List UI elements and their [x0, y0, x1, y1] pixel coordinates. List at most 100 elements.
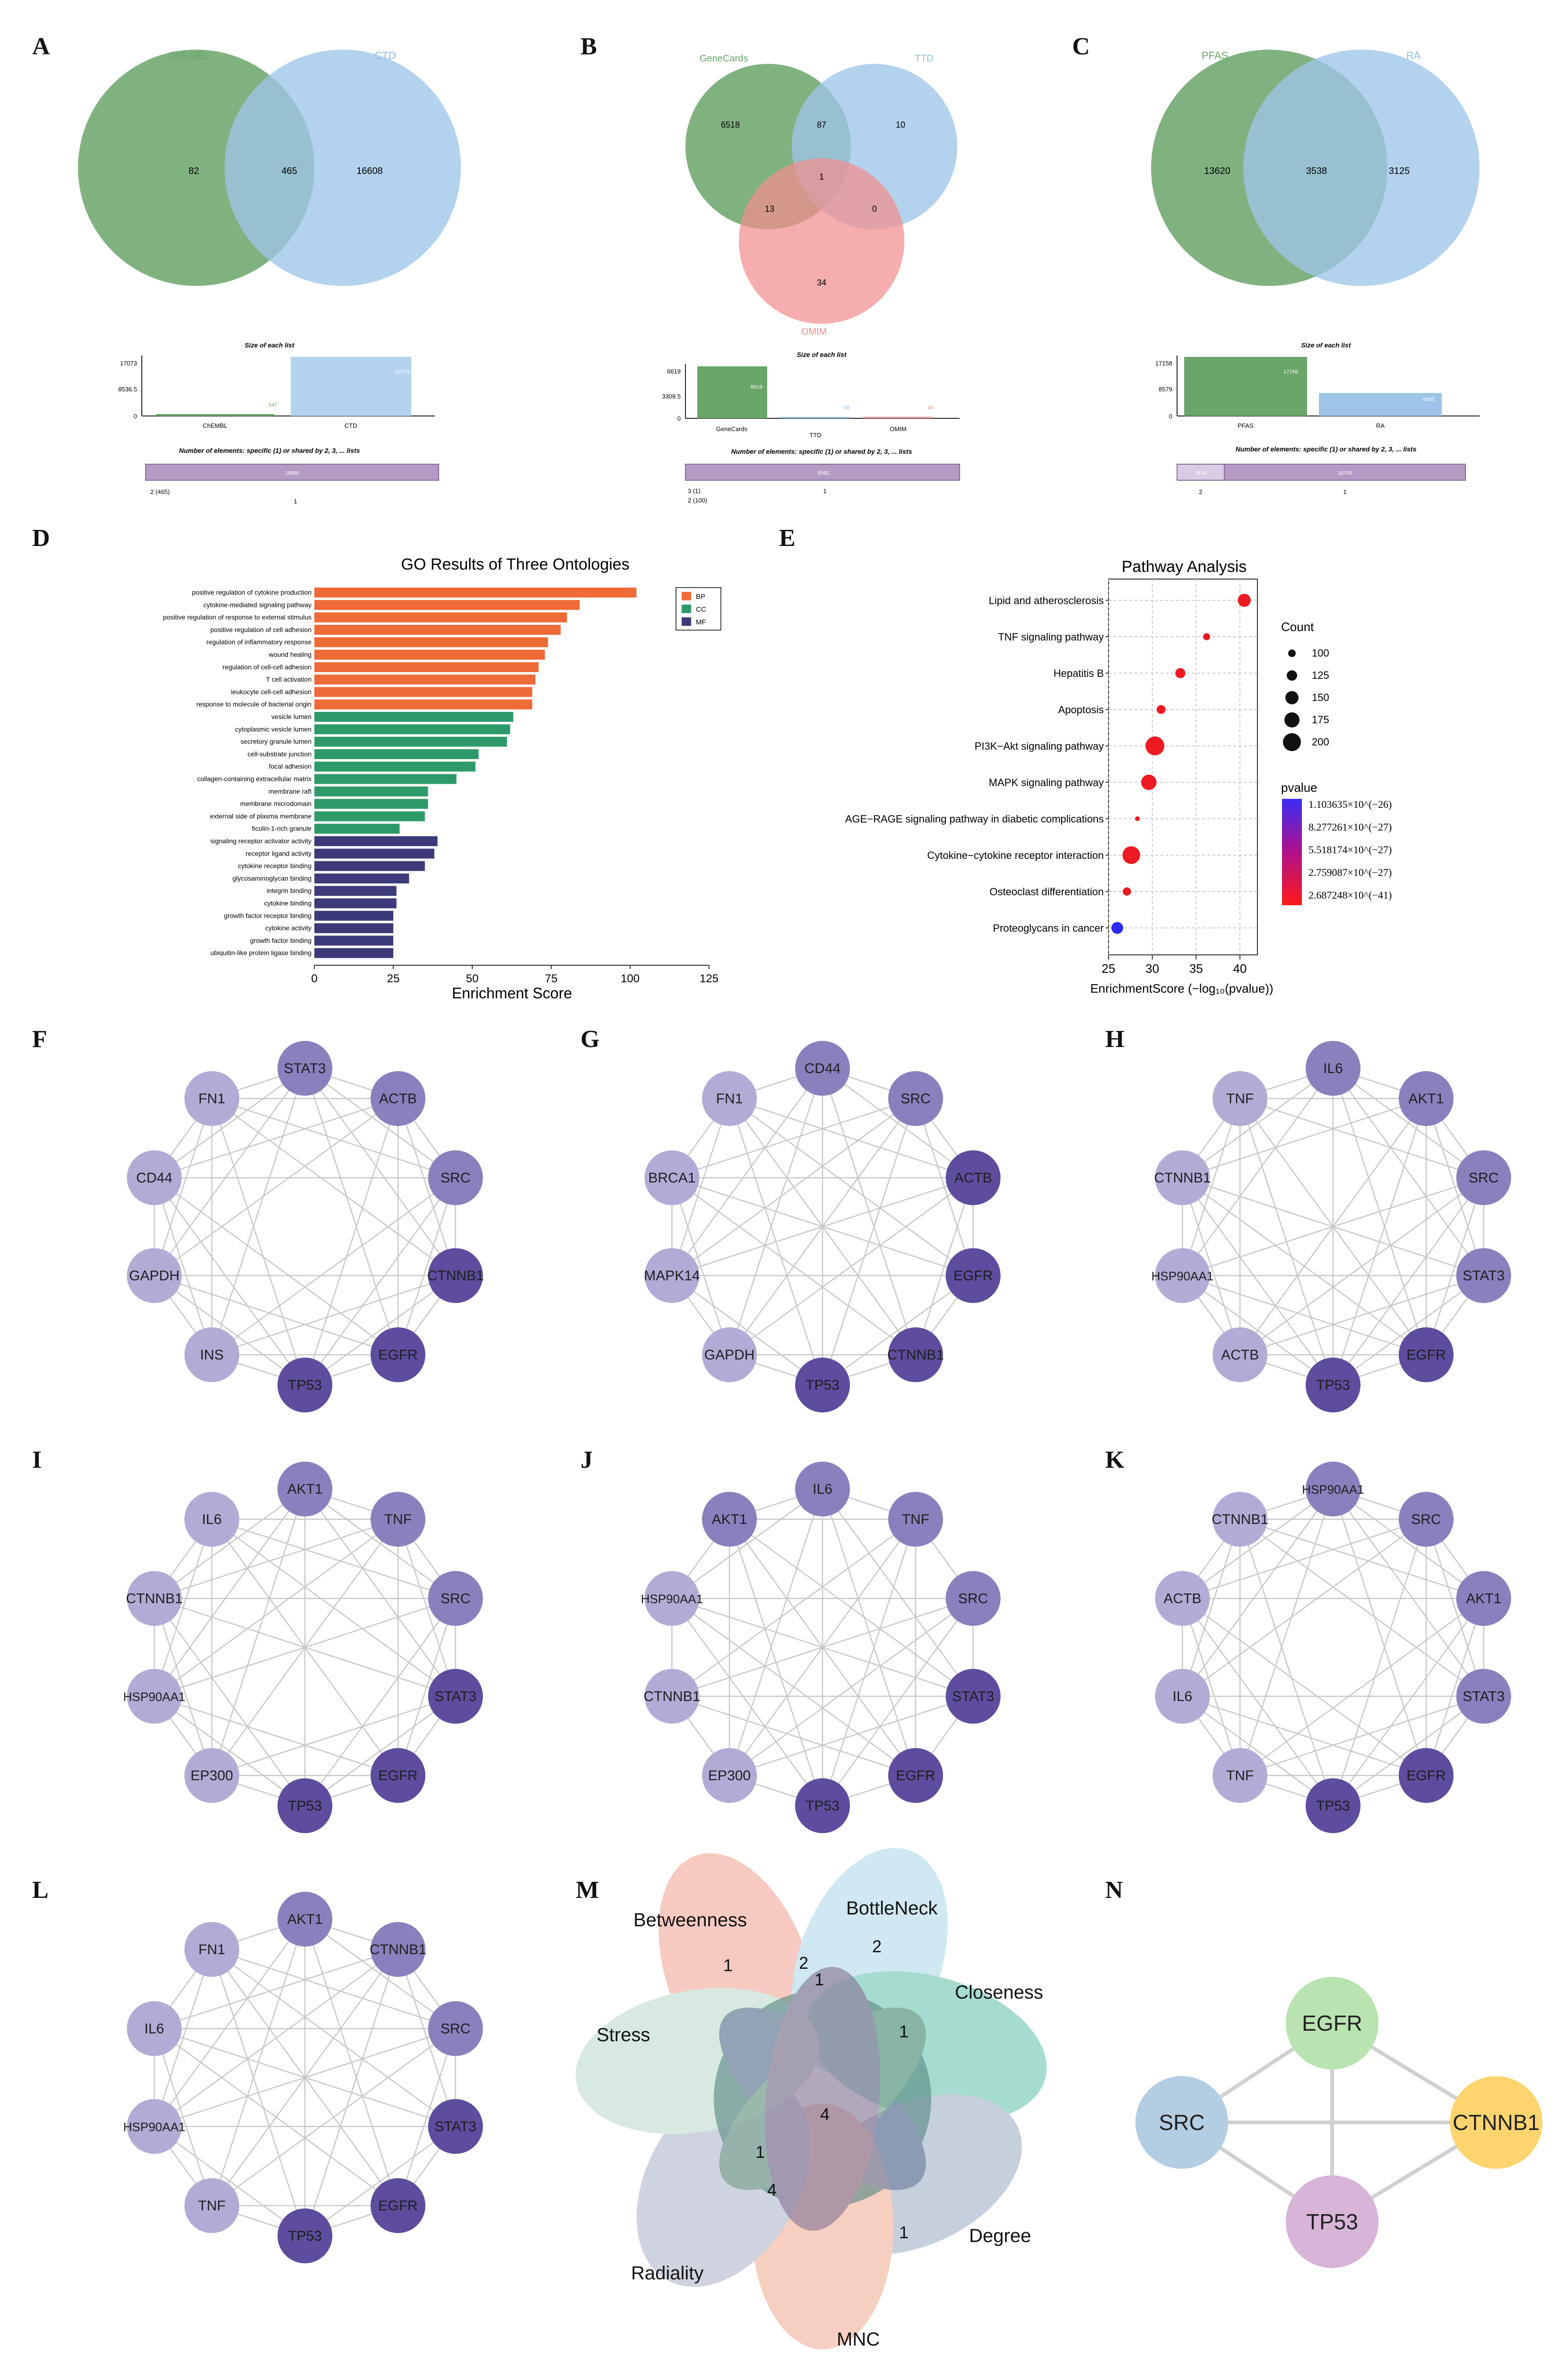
- pathway-label: Cytokine−cytokine receptor interaction: [927, 849, 1104, 861]
- network-node: [1213, 1748, 1268, 1803]
- network-edge: [211, 1177, 456, 1356]
- network-node-label: CTNNB1: [126, 1591, 182, 1606]
- network-edge: [211, 1949, 306, 2236]
- go-category-label: wound healing: [269, 651, 312, 658]
- network-edge: [211, 1068, 306, 1355]
- network-edge: [397, 1178, 456, 1355]
- x-tick-label: 35: [1189, 961, 1203, 976]
- network-edge: [211, 1948, 456, 2029]
- network-node-label: TP53: [288, 1377, 322, 1393]
- network-node-label: FN1: [199, 1091, 225, 1107]
- legend-label: CC: [696, 606, 706, 614]
- network-edge: [1182, 1598, 1241, 1776]
- pathway-label: TNF signaling pathway: [998, 631, 1104, 643]
- network-edge: [154, 1177, 398, 1356]
- bar-axis-tick: 6619: [667, 368, 681, 375]
- pathway-dot: [1203, 633, 1211, 641]
- network-node-label: CTNNB1: [643, 1689, 700, 1705]
- count-legend: Count 100 125 150 175 200: [1281, 620, 1329, 751]
- network-node-label: STAT3: [284, 1061, 326, 1076]
- strip-bar-shared: [1177, 464, 1225, 481]
- hub-label: EGFR: [1302, 2011, 1362, 2035]
- network-node-label: ACTB: [954, 1170, 992, 1186]
- flower-label: Closeness: [955, 1982, 1043, 2003]
- network-edge: [1332, 1068, 1484, 1276]
- network-edge: [1239, 1275, 1484, 1356]
- network-edge: [304, 1598, 456, 1806]
- strip-tick: 2: [1199, 488, 1202, 495]
- network-edge: [1332, 1489, 1427, 1776]
- x-tick-label: 30: [1145, 961, 1159, 976]
- pvalue-legend-label: 2.687248×10^(−41): [1308, 889, 1392, 901]
- network-edge: [154, 1489, 306, 1697]
- go-bar: [314, 836, 438, 846]
- pathway-dot: [1122, 846, 1140, 864]
- go-bar: [314, 823, 400, 834]
- pvalue-legend: pvalue 1.103635×10^(−26) 8.277261×10^(−2…: [1281, 780, 1392, 905]
- network-node-label: TP53: [1316, 1798, 1350, 1814]
- pvalue-legend-label: 1.103635×10^(−26): [1308, 798, 1392, 810]
- go-tick-label: 25: [387, 972, 400, 985]
- go-bars: [314, 588, 637, 958]
- go-category-label: cytokine receptor binding: [238, 862, 312, 870]
- network-node: [1306, 1041, 1360, 1096]
- network-edge: [154, 1598, 213, 1776]
- network-node-label: EGFR: [378, 1768, 417, 1784]
- network-edge: [1332, 1177, 1484, 1385]
- go-bar: [314, 873, 409, 883]
- legend-swatch-bp: [682, 592, 691, 600]
- panel-letter-h: H: [1105, 1026, 1124, 1053]
- panel-letters: A B C D E F G H I J K L M N: [32, 33, 1125, 1904]
- pathway-dot: [1175, 668, 1186, 678]
- network-node-label: SRC: [1469, 1170, 1499, 1186]
- go-bar: [314, 736, 507, 747]
- network-l: AKT1 CTNNB1 SRC STAT3 EGFR TP53 TNF HSP90AA1 IL6…: [123, 1892, 483, 2263]
- network-node: [184, 1922, 240, 1977]
- network-edge: [728, 1098, 823, 1385]
- network-edge: [671, 1178, 730, 1355]
- count-legend-label: 175: [1312, 714, 1329, 726]
- network-node: [888, 1327, 943, 1383]
- network-node: [1398, 1327, 1454, 1383]
- count-legend-label: 200: [1312, 736, 1329, 748]
- flower-labels: Betweenness BottleNeck Closeness Degree …: [597, 1898, 1043, 2350]
- network-node: [1456, 1248, 1511, 1303]
- panel-letter-d: D: [32, 525, 50, 552]
- network-node: [1398, 1491, 1454, 1547]
- strip-value: 6562: [818, 470, 829, 476]
- venn-label-ctd: CTD: [374, 50, 396, 61]
- panel-n-hub-network: EGFR SRC CTNNB1 TP53: [1135, 1977, 1542, 2268]
- network-node: [127, 1571, 182, 1626]
- network-edge: [1239, 1518, 1484, 1599]
- network-node: [1456, 1669, 1511, 1724]
- go-category-label: ubiquitin-like protein ligase binding: [210, 949, 312, 957]
- pathway-x-ticks: 25 30 35 40: [1102, 955, 1247, 976]
- go-category-label: glycosaminoglycan binding: [233, 874, 312, 882]
- flower-count: 1: [755, 2142, 765, 2162]
- network-edge: [1239, 1098, 1484, 1178]
- network-node: [127, 2001, 182, 2056]
- count-legend-dot: [1288, 649, 1296, 657]
- network-node: [644, 1669, 700, 1724]
- network-edges: [1182, 1067, 1484, 1386]
- flower-count: 1: [814, 1970, 824, 1989]
- panel-b: GeneCards TTD OMIM 6518 87 10 1 13 0 34 …: [662, 53, 960, 504]
- network-edge: [1182, 1275, 1334, 1386]
- go-category-label: external side of plasma membrane: [210, 812, 312, 820]
- network-node: [428, 1571, 483, 1626]
- panel-m-flower: Betweenness BottleNeck Closeness Degree …: [575, 1848, 1047, 2350]
- go-category-label: integrin binding: [267, 887, 312, 894]
- pvalue-legend-label: 8.277261×10^(−27): [1308, 821, 1392, 833]
- network-edge: [1332, 1519, 1427, 1806]
- panel-letter-e: E: [779, 525, 796, 552]
- venn-count: 13: [765, 204, 774, 214]
- go-bar: [314, 600, 580, 610]
- venn-set-omim: [739, 158, 904, 324]
- hub-node-egfr: [1286, 1977, 1378, 2069]
- go-category-label: growth factor receptor binding: [224, 912, 312, 919]
- bar-label: PFAS: [1238, 422, 1254, 429]
- network-node-label: AKT1: [1408, 1091, 1444, 1107]
- go-category-label: ficolin-1-rich granule: [252, 825, 312, 832]
- go-bar: [314, 687, 532, 697]
- network-edge: [822, 1489, 974, 1697]
